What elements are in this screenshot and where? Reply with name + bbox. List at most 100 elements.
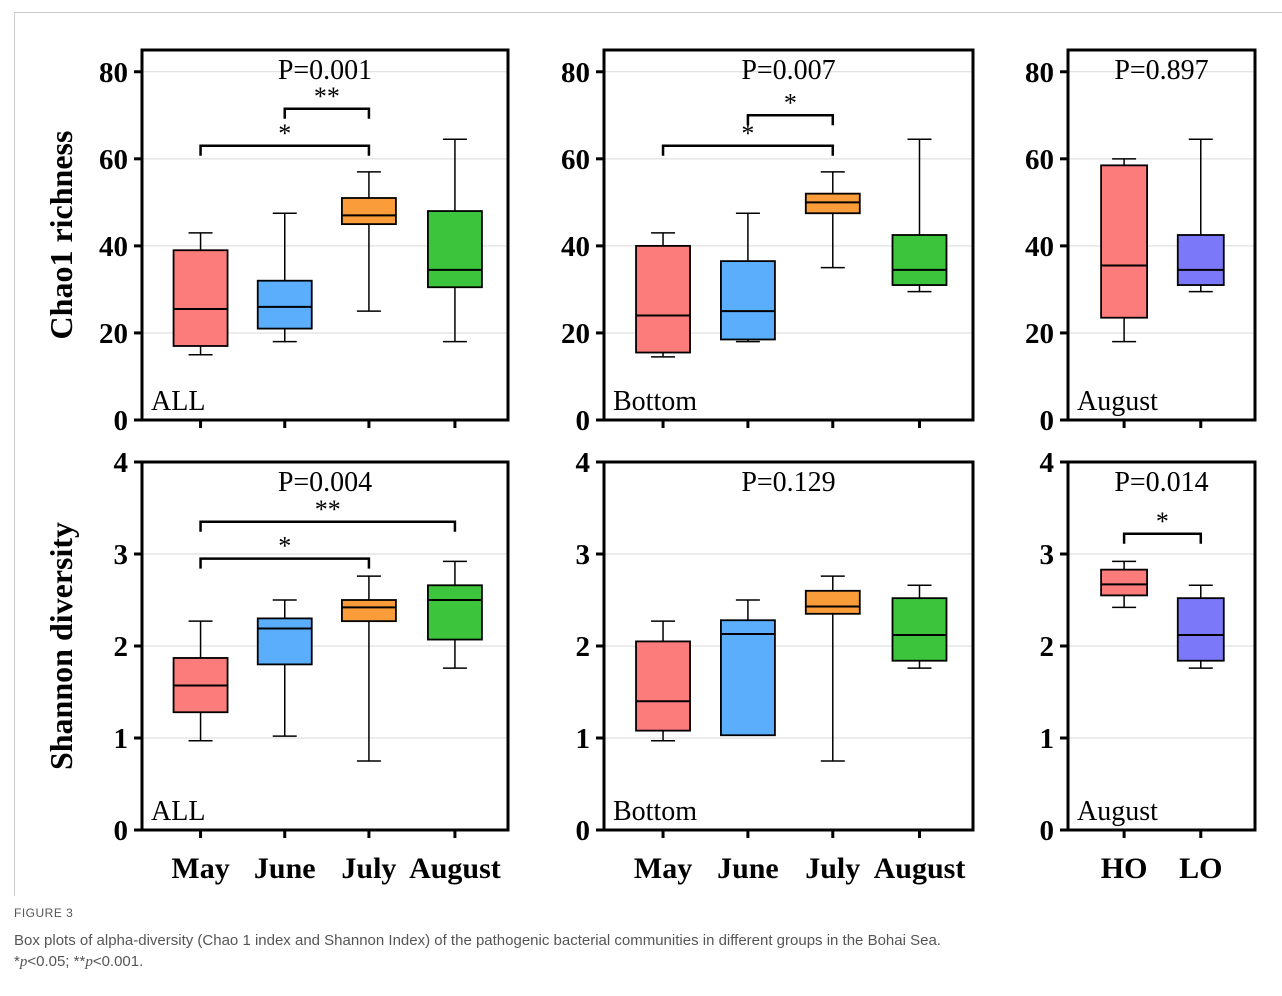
group-label: August xyxy=(1077,386,1158,417)
p-value-label: P=0.001 xyxy=(278,55,372,86)
box-july xyxy=(341,575,397,762)
y-tick-label-1: 1 xyxy=(576,723,591,755)
p-value-label: P=0.007 xyxy=(741,55,835,86)
panel-top-middle: * * 0 20 40 60 80 P=0.007 Bottom xyxy=(561,48,975,437)
significance-bracket-0: * xyxy=(661,119,835,156)
y-tick-label-3: 60 xyxy=(1025,144,1054,176)
group-label: Bottom xyxy=(613,386,697,417)
panel-bottom-middle: 0 1 2 3 4 May June July August P=0.129 Bottom xyxy=(576,447,975,885)
figure-label: FIGURE 3 xyxy=(14,906,74,920)
y-tick-label-3: 3 xyxy=(1040,539,1055,571)
y-tick-label-4: 80 xyxy=(561,57,590,89)
significance-bracket-0: * xyxy=(199,119,371,156)
box-may xyxy=(172,232,229,356)
box-lo xyxy=(1176,584,1225,669)
box-body xyxy=(341,197,397,226)
p-value-label: P=0.014 xyxy=(1114,467,1208,498)
bracket-line xyxy=(1122,532,1203,544)
y-tick-label-1: 1 xyxy=(1040,723,1055,755)
left-divider xyxy=(14,12,15,896)
significance-bracket-1: ** xyxy=(199,495,457,532)
x-tick-label-may: May xyxy=(634,852,692,885)
group-label: ALL xyxy=(151,386,205,417)
box-august xyxy=(427,138,483,343)
x-tick-label-july: July xyxy=(805,852,860,885)
box-body xyxy=(427,210,483,289)
box-body xyxy=(804,589,861,615)
footnote-p-2: p xyxy=(85,954,93,970)
y-tick-label-2: 40 xyxy=(99,231,128,263)
y-tick-label-1: 20 xyxy=(99,318,128,350)
box-june xyxy=(256,212,313,343)
box-body xyxy=(720,619,776,737)
y-tick-label-0: 0 xyxy=(1040,405,1055,437)
y-tick-label-4: 80 xyxy=(99,57,128,89)
y-tick-label-2: 2 xyxy=(576,631,591,663)
y-tick-label-4: 4 xyxy=(576,447,591,479)
x-tick-label-ho: HO xyxy=(1101,852,1148,885)
bracket-line xyxy=(746,114,835,126)
box-may xyxy=(172,620,229,742)
y-axis-title: Chao1 richness xyxy=(43,131,79,340)
footnote-p-1: p xyxy=(19,954,28,970)
bracket-line xyxy=(199,557,371,569)
box-body xyxy=(1176,597,1225,662)
y-tick-label-1: 20 xyxy=(561,318,590,350)
box-august xyxy=(891,138,948,293)
panel-bottom-right: * 0 1 2 3 4 HO LO P=0.014 August xyxy=(1040,447,1257,885)
box-june xyxy=(720,599,776,737)
group-label: August xyxy=(1077,796,1158,827)
x-tick-label-lo: LO xyxy=(1179,852,1222,885)
box-lo xyxy=(1176,138,1225,293)
plot-frame xyxy=(602,48,975,422)
x-tick-label-august: August xyxy=(409,852,501,885)
y-axis-title: Shannon diversity xyxy=(43,522,79,770)
y-tick-label-0: 0 xyxy=(1040,815,1055,847)
box-july xyxy=(804,575,861,762)
box-august xyxy=(891,584,948,669)
group-label: Bottom xyxy=(613,796,697,827)
y-tick-label-2: 2 xyxy=(114,631,129,663)
significance-bracket-0: * xyxy=(199,532,371,569)
y-tick-label-2: 2 xyxy=(1040,631,1055,663)
y-tick-label-3: 3 xyxy=(114,539,129,571)
y-tick-label-3: 60 xyxy=(561,144,590,176)
box-june xyxy=(720,212,776,343)
bracket-label: ** xyxy=(314,82,340,111)
box-june xyxy=(256,599,313,737)
top-divider xyxy=(14,12,1282,13)
box-body xyxy=(1100,568,1148,597)
y-tick-label-1: 20 xyxy=(1025,318,1054,350)
bracket-label: * xyxy=(278,119,291,148)
y-tick-label-4: 4 xyxy=(114,447,129,479)
y-tick-label-1: 1 xyxy=(114,723,129,755)
footnote-rest-1: <0.05; ** xyxy=(27,953,86,970)
x-tick-label-june: June xyxy=(254,852,316,885)
box-july xyxy=(804,171,861,269)
bracket-label: * xyxy=(741,119,754,148)
box-may xyxy=(635,620,691,742)
box-body xyxy=(256,617,313,666)
p-value-label: P=0.004 xyxy=(278,467,372,498)
box-body xyxy=(891,234,948,286)
y-tick-label-0: 0 xyxy=(576,815,591,847)
y-tick-label-2: 40 xyxy=(561,231,590,263)
y-tick-label-0: 0 xyxy=(576,405,591,437)
significance-bracket-1: ** xyxy=(283,82,371,119)
y-tick-label-2: 40 xyxy=(1025,231,1054,263)
box-body xyxy=(891,597,948,662)
bracket-label: ** xyxy=(315,495,341,524)
group-label: ALL xyxy=(151,796,205,827)
panel-top-right: 0 20 40 60 80 P=0.897 August xyxy=(1025,48,1257,437)
plot-frame xyxy=(140,48,510,422)
box-body xyxy=(804,192,861,215)
box-ho xyxy=(1100,560,1148,609)
significance-bracket-1: * xyxy=(746,88,835,126)
box-august xyxy=(427,560,483,669)
y-tick-label-0: 0 xyxy=(114,405,129,437)
bracket-line xyxy=(199,520,457,532)
